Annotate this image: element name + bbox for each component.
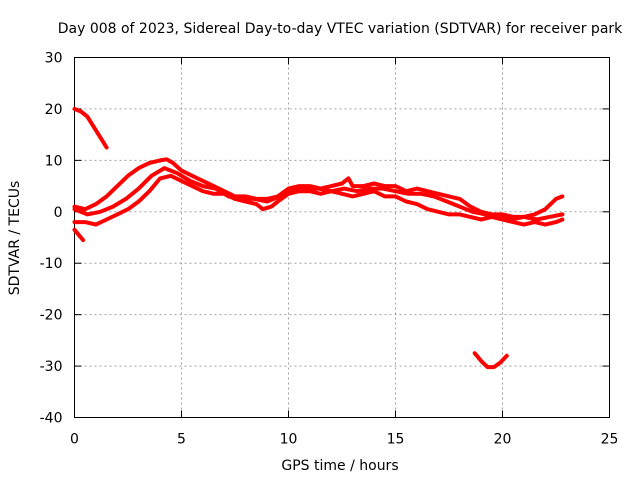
axis-ticks: 0 5 10 15 20 25 -40 -30 -20 -10 0 10 20 30 [40,51,619,448]
series-main-lower [72,173,565,227]
x-tick-label: 25 [601,432,619,448]
x-tick-label: 10 [280,432,298,448]
x-axis-label: GPS time / hours [281,458,398,474]
y-tick-label: 20 [45,102,63,118]
data-series [72,106,565,370]
x-tick-label: 0 [70,432,79,448]
x-tick-label: 5 [177,432,186,448]
y-tick-label: -40 [40,411,63,427]
chart-title: Day 008 of 2023, Sidereal Day-to-day VTE… [58,21,623,37]
series-arc-early-high [72,106,109,150]
y-tick-label: 10 [45,153,63,169]
plot-frame [74,57,610,418]
series-arc-early-low [72,227,86,243]
y-tick-label: -20 [40,308,63,324]
series-main-mid [72,166,565,222]
grid [74,57,610,418]
y-tick-label: -10 [40,256,63,272]
series-arc-late-low [472,351,509,370]
x-tick-label: 20 [494,432,512,448]
y-tick-label: -30 [40,359,63,375]
y-tick-label: 30 [45,51,63,67]
y-tick-label: 0 [54,205,63,221]
y-axis-label: SDTVAR / TECUs [7,181,23,296]
x-tick-label: 15 [387,432,405,448]
